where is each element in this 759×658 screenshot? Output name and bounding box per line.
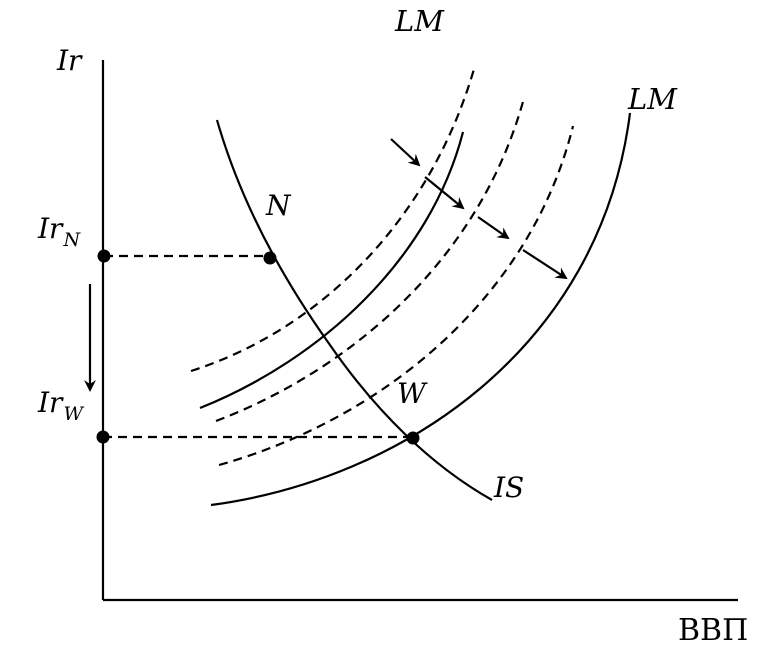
is-curve: [215, 119, 493, 501]
y-axis-label: Ir: [56, 44, 83, 77]
lm-curve-initial: [199, 131, 465, 410]
lm-curve-shift-1: [190, 68, 476, 373]
x-axis-label: ВВП: [678, 613, 748, 648]
ir-w-label: IrW: [37, 386, 84, 425]
shift-arrow-2: [424, 176, 465, 210]
point-n-label: N: [265, 189, 292, 222]
lm-final-label: LM: [627, 82, 678, 116]
shift-arrow-4: [522, 249, 568, 280]
point-ir-w: [96, 430, 110, 444]
point-ir-n: [97, 249, 111, 263]
is-curve-label: IS: [493, 471, 524, 504]
point-n: [263, 251, 277, 265]
ir-n-label: IrN: [37, 212, 81, 251]
lm-curve-shift-3: [218, 125, 575, 467]
lm-curve-shift-2: [215, 97, 526, 423]
lm-curve-final: [210, 112, 632, 507]
lm-initial-label: LM: [394, 4, 445, 38]
point-w: [406, 431, 420, 445]
point-w-label: W: [397, 377, 428, 410]
shift-arrow-1: [390, 138, 421, 167]
shift-arrow-3: [477, 216, 510, 240]
